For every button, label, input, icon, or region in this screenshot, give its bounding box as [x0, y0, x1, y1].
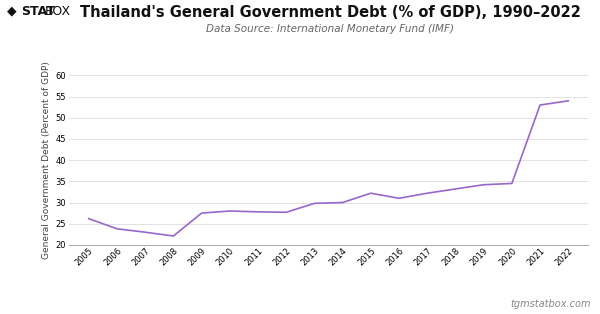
Y-axis label: General Government Debt (Percent of GDP): General Government Debt (Percent of GDP)	[43, 61, 52, 259]
Text: ◆: ◆	[7, 5, 17, 18]
Text: Thailand's General Government Debt (% of GDP), 1990–2022: Thailand's General Government Debt (% of…	[80, 5, 580, 20]
Text: tgmstatbox.com: tgmstatbox.com	[511, 299, 591, 309]
Text: Data Source: International Monetary Fund (IMF): Data Source: International Monetary Fund…	[206, 24, 454, 34]
Text: BOX: BOX	[44, 5, 71, 18]
Text: STAT: STAT	[22, 5, 55, 18]
